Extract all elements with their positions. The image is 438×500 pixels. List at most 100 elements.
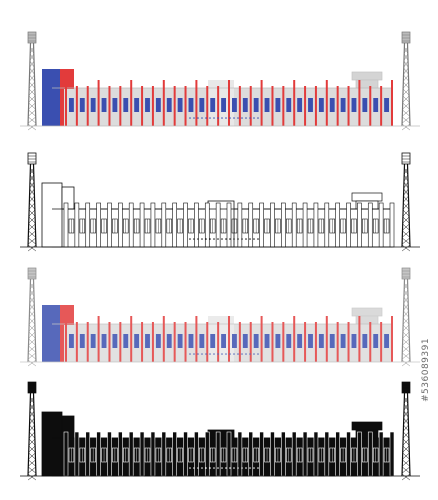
facade-window — [340, 334, 346, 348]
mast-leg-right — [32, 278, 37, 363]
entrance-block-red — [60, 305, 74, 325]
mast-brace — [403, 317, 409, 325]
railing-dot — [189, 467, 191, 469]
facade-pillar — [259, 431, 264, 477]
mast-brace — [29, 303, 35, 311]
facade-pillar — [63, 202, 69, 248]
entrance-block-blue — [42, 69, 60, 126]
railing-dot — [197, 353, 199, 355]
facade-pillar — [74, 202, 80, 248]
railing-dot — [245, 467, 247, 469]
mast-brace — [30, 46, 34, 54]
facade-pillar — [248, 431, 254, 477]
facade-pillar — [96, 431, 101, 477]
mast-brace — [403, 202, 409, 210]
mast-brace — [403, 188, 409, 196]
facade-pillar-red — [336, 322, 339, 362]
facade-pillar-red — [391, 316, 393, 362]
floodlight-head — [27, 152, 37, 165]
railing-dot — [205, 467, 207, 469]
facade-window — [351, 334, 357, 348]
facade-pillar-red — [228, 316, 230, 362]
railing-dot — [229, 238, 231, 240]
facade-pillar-red — [314, 86, 317, 126]
facade-window — [373, 98, 379, 112]
light-tower-left — [27, 381, 37, 481]
mast-brace — [403, 53, 409, 61]
facade-pillar — [270, 431, 275, 477]
mast-brace — [403, 74, 409, 82]
mast-leg-left — [27, 163, 32, 248]
mast-brace — [29, 181, 35, 189]
facade-window — [351, 98, 357, 112]
railing-dot — [197, 117, 199, 119]
mast-brace — [402, 352, 410, 360]
mast-brace — [28, 209, 36, 217]
mast-brace — [29, 60, 35, 68]
railing-dot — [241, 117, 243, 119]
mast-brace — [29, 424, 35, 432]
facade-window — [79, 98, 85, 112]
pavilion-roof — [351, 307, 383, 317]
light-tower-right — [401, 381, 411, 481]
facade-pillar — [335, 202, 340, 248]
light-tower-right — [401, 267, 411, 367]
mast-brace — [28, 338, 36, 346]
stadium-variant-color-top — [20, 31, 420, 131]
railing-dot — [245, 238, 247, 240]
facade-pillar-red — [391, 80, 393, 126]
facade-pillar — [107, 431, 112, 477]
facade-window — [264, 98, 270, 112]
facade-window — [112, 98, 118, 112]
facade-window — [210, 334, 216, 348]
mast-brace — [402, 338, 410, 346]
mast-brace — [402, 88, 410, 96]
mast-brace — [403, 403, 409, 411]
mast-brace — [28, 109, 36, 117]
mast-brace — [401, 359, 411, 367]
facade-pillar-red — [65, 316, 67, 362]
railing-dot — [201, 467, 203, 469]
facade-pillar — [161, 202, 167, 248]
mast-brace — [402, 445, 410, 453]
mast-brace — [403, 431, 409, 439]
facade-pillar-red — [336, 86, 339, 126]
facade-pillar-red — [151, 322, 154, 362]
facade-window — [69, 98, 74, 112]
mast-brace — [28, 324, 36, 332]
railing-dot — [213, 238, 215, 240]
mast-brace — [402, 459, 410, 467]
facade-pillar — [118, 431, 123, 477]
facade-pillar-red — [304, 322, 307, 362]
facade-pillar — [172, 431, 177, 477]
facade-pillar-red — [86, 322, 89, 362]
facade-window — [166, 98, 172, 112]
mast-brace — [28, 452, 36, 460]
facade-pillar — [96, 202, 101, 248]
pavilion-roof — [351, 71, 383, 81]
mast-brace — [402, 95, 410, 103]
facade-pillar-red — [325, 316, 328, 362]
light-tower-right — [401, 31, 411, 131]
mast-leg-right — [32, 163, 37, 248]
floodlight-head — [27, 381, 37, 394]
mast-brace — [29, 317, 35, 325]
facade-window — [318, 334, 324, 348]
railing-dot — [209, 467, 211, 469]
mast-brace — [402, 466, 410, 474]
facade-pillar — [313, 202, 319, 248]
facade-pillar — [194, 202, 199, 248]
facade-pillar — [270, 202, 275, 248]
mast-brace — [402, 324, 410, 332]
mast-brace — [29, 195, 35, 203]
railing-dot — [193, 353, 195, 355]
railing-dot — [213, 117, 215, 119]
facade-pillar-red — [206, 322, 209, 362]
facade-window — [134, 98, 140, 112]
facade-window — [90, 334, 96, 348]
mast-brace — [27, 473, 37, 481]
facade-pillar-red — [380, 86, 383, 126]
railing-dot — [193, 117, 195, 119]
facade-pillar-red — [380, 322, 383, 362]
railing-dot — [237, 238, 239, 240]
